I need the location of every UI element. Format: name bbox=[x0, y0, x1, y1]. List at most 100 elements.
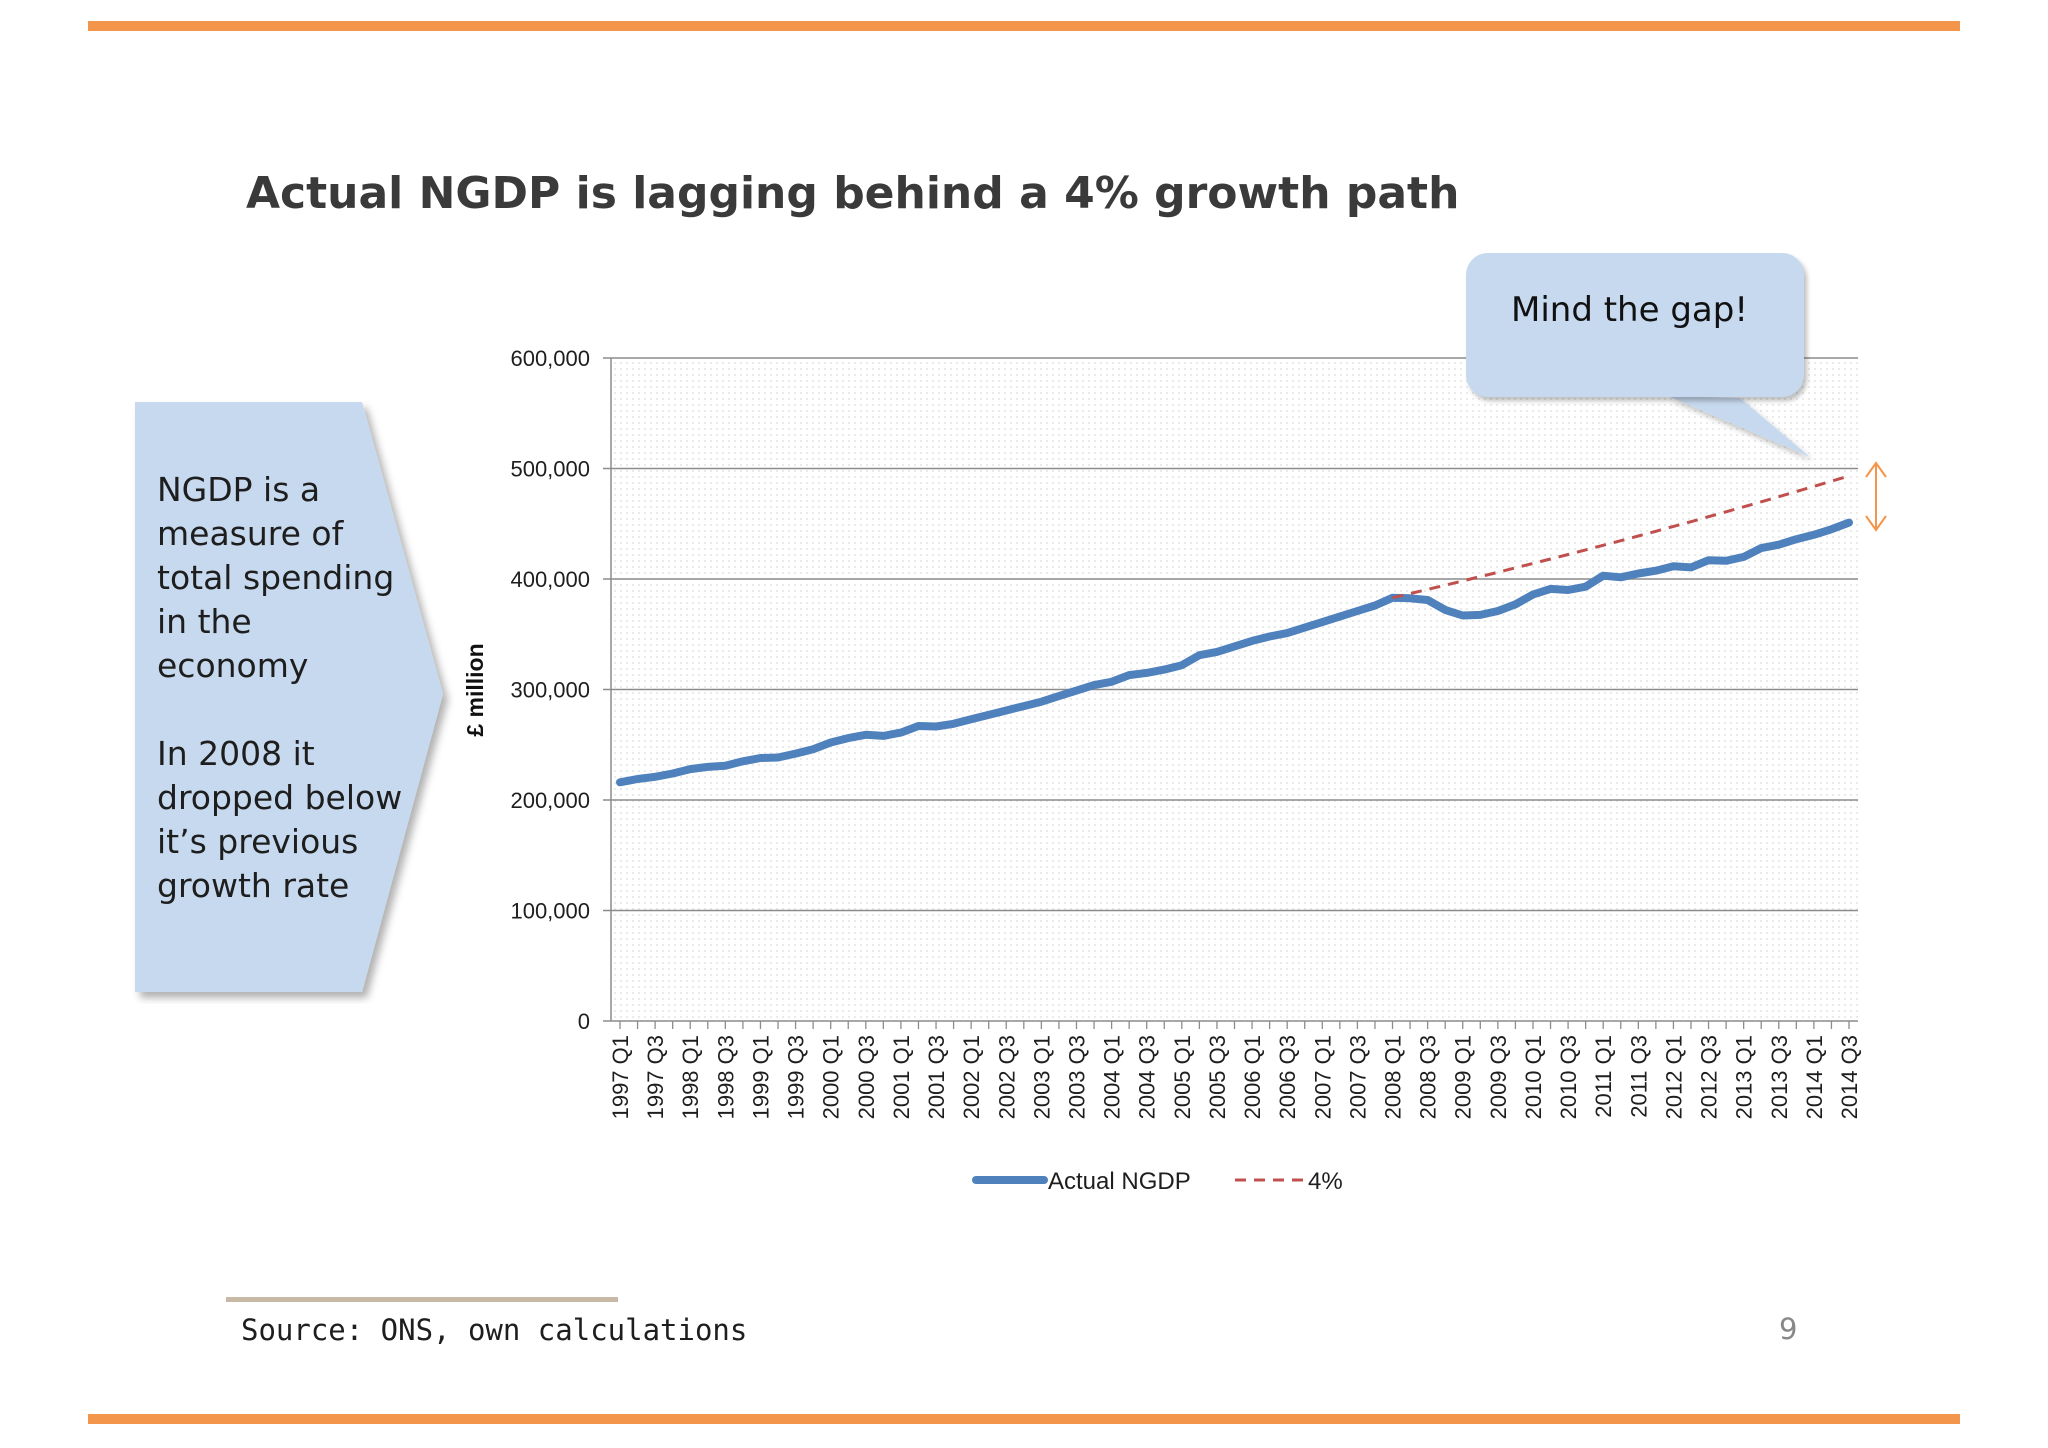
series-layer bbox=[616, 474, 1853, 787]
chart-legend: Actual NGDP 4% bbox=[972, 1168, 1343, 1195]
y-tick-label: 100,000 bbox=[510, 899, 590, 924]
x-tick-label: 1997 Q3 bbox=[643, 1035, 668, 1119]
x-tick-label: 2013 Q3 bbox=[1767, 1035, 1792, 1119]
data-point bbox=[1252, 640, 1253, 641]
data-point bbox=[1445, 609, 1446, 610]
data-point bbox=[1655, 570, 1656, 571]
callout-arrow-shape bbox=[135, 402, 443, 992]
x-tick-label: 2008 Q3 bbox=[1416, 1035, 1441, 1119]
data-point bbox=[725, 765, 726, 766]
data-point bbox=[637, 779, 638, 780]
gap-arrow-icon bbox=[1865, 461, 1887, 532]
x-tick-label: 2006 Q1 bbox=[1240, 1035, 1265, 1119]
data-point bbox=[1006, 710, 1007, 711]
x-tick-label: 2001 Q3 bbox=[924, 1035, 949, 1119]
data-point bbox=[1146, 672, 1147, 673]
data-point bbox=[1603, 575, 1604, 576]
data-point bbox=[1620, 577, 1621, 578]
x-tick-label: 1998 Q3 bbox=[713, 1035, 738, 1119]
data-point bbox=[1603, 545, 1604, 546]
data-point bbox=[1480, 576, 1481, 577]
x-tick-label: 1999 Q1 bbox=[748, 1035, 773, 1119]
data-point bbox=[1708, 516, 1709, 517]
page-number: 9 bbox=[1779, 1312, 1798, 1346]
data-point bbox=[1673, 566, 1674, 567]
data-point bbox=[1743, 556, 1744, 557]
data-point bbox=[1216, 651, 1217, 652]
data-point bbox=[1111, 681, 1112, 682]
y-tick-label: 400,000 bbox=[510, 567, 590, 592]
data-point bbox=[1199, 655, 1200, 656]
data-point bbox=[848, 738, 849, 739]
source-rule bbox=[226, 1297, 618, 1302]
y-tick-label: 300,000 bbox=[510, 678, 590, 703]
x-tick-label: 2005 Q1 bbox=[1170, 1035, 1195, 1119]
data-point bbox=[1568, 590, 1569, 591]
data-point bbox=[1445, 585, 1446, 586]
data-point bbox=[1164, 669, 1165, 670]
y-axis: 0 100,000 200,000 300,000 400,000 500,000 600,… bbox=[510, 346, 612, 1034]
data-point bbox=[1708, 560, 1709, 561]
data-point bbox=[1796, 491, 1797, 492]
data-point bbox=[1673, 526, 1674, 527]
data-point bbox=[1094, 685, 1095, 686]
data-point bbox=[1497, 611, 1498, 612]
data-point bbox=[1515, 567, 1516, 568]
data-point bbox=[1058, 696, 1059, 697]
x-tick-label: 2000 Q3 bbox=[854, 1035, 879, 1119]
data-point bbox=[1655, 531, 1656, 532]
data-point bbox=[1638, 536, 1639, 537]
data-point bbox=[918, 725, 919, 726]
data-point bbox=[707, 766, 708, 767]
data-point bbox=[1550, 588, 1551, 589]
data-point bbox=[1462, 580, 1463, 581]
data-point bbox=[620, 782, 621, 783]
data-point bbox=[953, 723, 954, 724]
x-tick-label: 2010 Q3 bbox=[1556, 1035, 1581, 1119]
data-point bbox=[1515, 604, 1516, 605]
data-point bbox=[1761, 501, 1762, 502]
data-point bbox=[1023, 706, 1024, 707]
speech-bubble-text: Mind the gap! bbox=[1511, 290, 1748, 330]
data-point bbox=[936, 726, 937, 727]
slide-title: Actual NGDP is lagging behind a 4% growt… bbox=[246, 168, 1460, 219]
x-tick-label: 2014 Q1 bbox=[1802, 1035, 1827, 1119]
data-point bbox=[988, 714, 989, 715]
data-point bbox=[1076, 690, 1077, 691]
data-point bbox=[1392, 597, 1393, 598]
data-point bbox=[1849, 522, 1850, 523]
x-tick-label: 2007 Q3 bbox=[1345, 1035, 1370, 1119]
x-tick-label: 1999 Q3 bbox=[784, 1035, 809, 1119]
data-point bbox=[742, 761, 743, 762]
x-tick-label: 2003 Q3 bbox=[1064, 1035, 1089, 1119]
data-point bbox=[1410, 593, 1411, 594]
data-point bbox=[1234, 646, 1235, 647]
x-tick-label: 2008 Q1 bbox=[1381, 1035, 1406, 1119]
x-tick-label: 1997 Q1 bbox=[608, 1035, 633, 1119]
data-point bbox=[1813, 486, 1814, 487]
data-point bbox=[1743, 506, 1744, 507]
data-point bbox=[1304, 627, 1305, 628]
legend-label-actual-ngdp: Actual NGDP bbox=[1048, 1168, 1191, 1195]
data-point bbox=[1497, 572, 1498, 573]
x-axis: 1997 Q1 1997 Q3 1998 Q1 1998 Q3 1999 Q1 1999 … bbox=[608, 1020, 1862, 1119]
data-point bbox=[1550, 558, 1551, 559]
data-point bbox=[1585, 586, 1586, 587]
callout-text: NGDP is a measure of total spending in t… bbox=[157, 470, 403, 905]
data-point bbox=[1831, 481, 1832, 482]
x-tick-label: 2012 Q1 bbox=[1661, 1035, 1686, 1119]
x-tick-label: 2004 Q3 bbox=[1135, 1035, 1160, 1119]
y-tick-label: 200,000 bbox=[510, 788, 590, 813]
data-point bbox=[1480, 614, 1481, 615]
data-point bbox=[1726, 560, 1727, 561]
source-note: Source: ONS, own calculations bbox=[241, 1313, 748, 1347]
x-tick-label: 2003 Q1 bbox=[1029, 1035, 1054, 1119]
data-point bbox=[1374, 605, 1375, 606]
y-axis-label: £ million bbox=[462, 643, 488, 736]
data-point bbox=[1620, 540, 1621, 541]
x-tick-label: 2011 Q3 bbox=[1626, 1035, 1651, 1118]
x-tick-label: 2005 Q3 bbox=[1205, 1035, 1230, 1119]
speech-bubble bbox=[1466, 253, 1804, 397]
data-point bbox=[1462, 615, 1463, 616]
